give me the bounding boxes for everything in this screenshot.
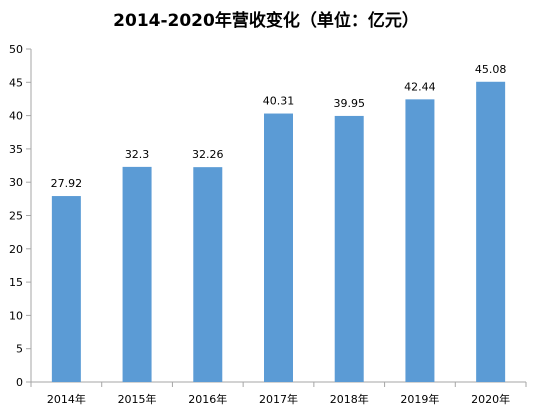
y-tick-label: 10 bbox=[9, 309, 23, 322]
data-label: 27.92 bbox=[51, 177, 83, 190]
bar bbox=[476, 81, 506, 382]
bars bbox=[51, 81, 506, 383]
bar bbox=[193, 167, 223, 382]
data-labels: 27.92 32.3 32.26 40.31 39.95 42.44 45.08 bbox=[51, 63, 507, 190]
y-tick-label: 20 bbox=[9, 243, 23, 256]
x-tick-label: 2015年 bbox=[118, 392, 157, 406]
x-tick-label: 2018年 bbox=[330, 392, 369, 406]
bar bbox=[334, 115, 364, 383]
y-tick-label: 30 bbox=[9, 176, 23, 189]
x-tick-label: 2014年 bbox=[47, 392, 86, 406]
bar bbox=[122, 166, 152, 382]
data-label: 40.31 bbox=[263, 95, 295, 108]
data-label: 42.44 bbox=[404, 80, 436, 93]
y-tick-label: 5 bbox=[16, 343, 23, 356]
data-label: 45.08 bbox=[475, 63, 507, 76]
y-tick-label: 45 bbox=[9, 76, 23, 89]
bar bbox=[264, 113, 293, 382]
chart-title: 2014-2020年营收变化（单位：亿元） bbox=[113, 10, 419, 31]
y-tick-label: 25 bbox=[9, 210, 23, 223]
data-label: 32.3 bbox=[125, 148, 150, 161]
data-label: 39.95 bbox=[333, 97, 365, 110]
y-tick-label: 40 bbox=[9, 110, 23, 123]
y-tick-label: 15 bbox=[9, 276, 23, 289]
bar bbox=[405, 99, 435, 382]
x-axis: 2014年 2015年 2016年 2017年 2018年 2019年 2020年 bbox=[30, 381, 527, 406]
y-tick-label: 35 bbox=[9, 143, 23, 156]
x-tick-label: 2020年 bbox=[471, 392, 510, 406]
y-axis: 0 5 10 15 20 25 30 35 40 45 50 bbox=[9, 43, 32, 389]
data-label: 32.26 bbox=[192, 148, 224, 161]
y-tick-label: 50 bbox=[9, 43, 23, 56]
x-tick-label: 2016年 bbox=[188, 392, 227, 406]
bar bbox=[51, 196, 81, 382]
x-tick-label: 2019年 bbox=[400, 392, 439, 406]
x-tick-label: 2017年 bbox=[259, 392, 298, 406]
y-tick-label: 0 bbox=[16, 376, 23, 389]
